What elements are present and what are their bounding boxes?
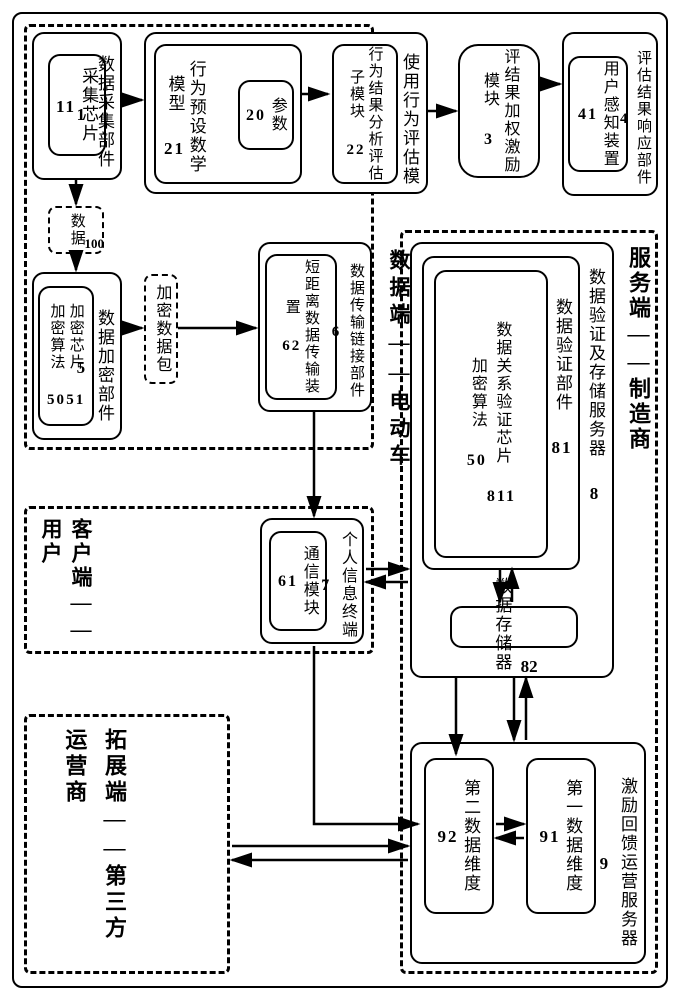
b1-label: 数据采集部件 bbox=[95, 55, 114, 169]
box-encrypted-package: 加密数据包 bbox=[144, 274, 178, 384]
b6-label: 数据传输链接部件 bbox=[348, 263, 364, 399]
b811-num: 811 bbox=[487, 487, 516, 508]
b4-label: 评估结果响应部件 bbox=[635, 50, 651, 186]
b8-label: 数据验证及存储服务器 bbox=[586, 268, 605, 458]
box-data-storage: 数据存储器 82 bbox=[450, 606, 578, 648]
b92-num: 92 bbox=[438, 826, 459, 848]
box-second-data-dim: 第二数据维度 92 bbox=[424, 758, 494, 914]
benc-label: 加密数据包 bbox=[153, 284, 170, 374]
b50b-label: 加密算法 bbox=[469, 357, 486, 429]
b6-num: 6 bbox=[332, 323, 342, 343]
box-weighted-incentive: 评结果加权激励模块 3 bbox=[458, 44, 540, 178]
b91-num: 91 bbox=[540, 826, 561, 848]
box-result-response-outer: 用户感知装置 41 评估结果响应部件 4 bbox=[562, 32, 658, 196]
b100-num: 100 bbox=[85, 236, 105, 252]
b8-num: 8 bbox=[590, 483, 601, 505]
b82-num: 82 bbox=[521, 657, 538, 676]
box-personal-terminal: 通信模块 61 个人信息终端 7 bbox=[260, 518, 364, 644]
b50a-label: 加密算法 bbox=[49, 303, 65, 371]
box-data-transfer-outer: 短距离数据传输装置 62 数据传输链接部件 6 bbox=[258, 242, 372, 412]
b5-label: 数据加密部件 bbox=[95, 309, 114, 423]
box-verify-chip: 数据关系验证芯片 811 加密算法 50 bbox=[434, 270, 548, 558]
b92-label: 第二数据维度 bbox=[461, 779, 480, 893]
diagram-canvas: 数据端——电动车 采集芯片 11 数据采集部件 1 使用行为评估模块 2 行为预… bbox=[12, 12, 668, 988]
b81-label: 数据验证部件 bbox=[553, 298, 572, 412]
b3-label: 评结果加权激励模块 bbox=[481, 48, 518, 174]
b100-label: 数据 bbox=[69, 213, 85, 247]
box-behavior-eval-outer: 使用行为评估模块 2 行为预设数学模型 21 参数 20 行为结果分析评估子模块… bbox=[144, 32, 428, 194]
b91-label: 第一数据维度 bbox=[563, 779, 582, 893]
b7-num: 7 bbox=[321, 576, 331, 597]
b62-num: 62 bbox=[282, 337, 301, 356]
b22-num: 22 bbox=[347, 141, 366, 159]
box-behavior-result-analysis: 行为结果分析评估子模块 22 bbox=[332, 44, 398, 184]
b811-label: 数据关系验证芯片 bbox=[493, 321, 510, 465]
b62-label: 短距离数据传输装置 bbox=[284, 259, 319, 395]
box-params: 参数 20 bbox=[238, 80, 294, 150]
b82-label-h: 数据存储器 bbox=[490, 577, 512, 672]
b9-label: 激励回馈运营服务器 bbox=[618, 777, 637, 948]
b81-num: 81 bbox=[552, 437, 573, 459]
box-behavior-model: 行为预设数学模型 21 参数 20 bbox=[154, 44, 302, 184]
b22-label: 行为结果分析评估子模块 bbox=[348, 46, 383, 182]
b20-label: 参数 bbox=[269, 97, 286, 133]
b4-num: 4 bbox=[620, 110, 630, 128]
b9-num: 9 bbox=[600, 853, 611, 875]
b1-num: 1 bbox=[77, 104, 88, 126]
b61-num: 61 bbox=[278, 572, 298, 593]
b20-num: 20 bbox=[246, 106, 266, 127]
box-first-data-dim: 第一数据维度 91 bbox=[526, 758, 596, 914]
box-data-verify-component: 数据验证部件 81 数据关系验证芯片 811 加密算法 50 bbox=[422, 256, 580, 570]
region-service-side-label: 服务端——制造商 bbox=[622, 246, 654, 452]
b21-num: 21 bbox=[164, 138, 185, 159]
b50a-num: 50 bbox=[47, 391, 66, 410]
b5-num: 5 bbox=[77, 357, 88, 379]
box-encrypt-outer: 加密芯片 51 加密算法 50 数据加密部件 5 bbox=[32, 272, 122, 440]
b41-num: 41 bbox=[578, 105, 598, 126]
b3-num: 3 bbox=[484, 130, 494, 150]
box-verify-storage-server: 数据验证及存储服务器 8 数据验证部件 81 数据关系验证芯片 811 加密算法… bbox=[410, 242, 614, 678]
b7-label: 个人信息终端 bbox=[339, 531, 356, 639]
b50b-num: 50 bbox=[467, 451, 487, 472]
box-data-100: 数据 100 bbox=[48, 206, 104, 254]
region-client-side-label: 客户端——用户 bbox=[36, 518, 96, 644]
box-data-collect-outer: 采集芯片 11 数据采集部件 1 bbox=[32, 32, 122, 180]
box-incentive-feedback-server: 激励回馈运营服务器 9 第二数据维度 92 第一数据维度 91 bbox=[410, 742, 646, 964]
region-ext-side-label: 拓展端——第三方运营商 bbox=[54, 728, 134, 960]
